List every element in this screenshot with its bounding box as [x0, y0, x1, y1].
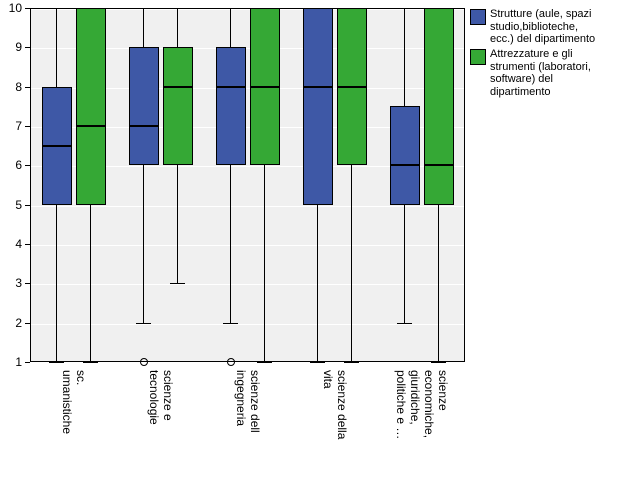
- median-line: [42, 145, 72, 147]
- median-line: [337, 86, 367, 88]
- xcat-label: scienze economiche, giuridiche, politich…: [394, 370, 450, 439]
- whisker-cap: [136, 323, 151, 324]
- box: [76, 8, 106, 205]
- ytick-label: 5: [0, 198, 22, 212]
- ytick-mark: [25, 205, 30, 206]
- xcat-label: scienze della vita: [321, 370, 349, 439]
- legend-swatch: [470, 49, 486, 65]
- median-line: [216, 86, 246, 88]
- gridline: [31, 206, 464, 207]
- ytick-label: 3: [0, 276, 22, 290]
- box: [424, 8, 454, 205]
- ytick-mark: [25, 126, 30, 127]
- median-line: [424, 164, 454, 166]
- legend: Strutture (aule, spazi studio,bibliotech…: [470, 8, 595, 100]
- ytick-mark: [25, 362, 30, 363]
- chart-container: Strutture (aule, spazi studio,bibliotech…: [0, 0, 625, 500]
- whisker-cap: [49, 8, 64, 9]
- median-line: [303, 86, 333, 88]
- ytick-mark: [25, 165, 30, 166]
- outlier: [140, 358, 148, 366]
- whisker-cap: [223, 323, 238, 324]
- box: [163, 47, 193, 165]
- whisker-cap: [170, 8, 185, 9]
- gridline: [31, 363, 464, 364]
- ytick-label: 10: [0, 1, 22, 15]
- box: [129, 47, 159, 165]
- whisker-cap: [170, 283, 185, 284]
- whisker-cap: [310, 362, 325, 363]
- gridline: [31, 284, 464, 285]
- box: [303, 8, 333, 205]
- whisker-cap: [83, 362, 98, 363]
- median-line: [76, 125, 106, 127]
- whisker-cap: [223, 8, 238, 9]
- ytick-mark: [25, 8, 30, 9]
- ytick-label: 8: [0, 80, 22, 94]
- legend-swatch: [470, 9, 486, 25]
- gridline: [31, 245, 464, 246]
- median-line: [390, 164, 420, 166]
- ytick-label: 2: [0, 316, 22, 330]
- xcat-label: scienze e tecnologie: [147, 370, 175, 425]
- whisker-cap: [136, 8, 151, 9]
- xcat-label: scienze dell ingegneria: [234, 370, 262, 433]
- xcat-label: sc. umanistiche: [60, 370, 88, 434]
- ytick-label: 6: [0, 158, 22, 172]
- legend-item: Strutture (aule, spazi studio,bibliotech…: [470, 8, 595, 46]
- ytick-mark: [25, 87, 30, 88]
- whisker-cap: [397, 323, 412, 324]
- gridline: [31, 324, 464, 325]
- ytick-mark: [25, 47, 30, 48]
- whisker-cap: [49, 362, 64, 363]
- ytick-mark: [25, 283, 30, 284]
- ytick-label: 9: [0, 40, 22, 54]
- legend-item: Attrezzature e gli strumenti (laboratori…: [470, 48, 595, 99]
- box: [216, 47, 246, 165]
- median-line: [163, 86, 193, 88]
- whisker-cap: [397, 8, 412, 9]
- median-line: [250, 86, 280, 88]
- whisker-cap: [257, 362, 272, 363]
- whisker-cap: [344, 362, 359, 363]
- legend-label: Strutture (aule, spazi studio,bibliotech…: [490, 8, 595, 46]
- ytick-mark: [25, 323, 30, 324]
- box: [390, 106, 420, 204]
- outlier: [227, 358, 235, 366]
- median-line: [129, 125, 159, 127]
- ytick-label: 7: [0, 119, 22, 133]
- legend-label: Attrezzature e gli strumenti (laboratori…: [490, 48, 591, 99]
- whisker-cap: [431, 362, 446, 363]
- ytick-label: 1: [0, 355, 22, 369]
- ytick-label: 4: [0, 237, 22, 251]
- ytick-mark: [25, 244, 30, 245]
